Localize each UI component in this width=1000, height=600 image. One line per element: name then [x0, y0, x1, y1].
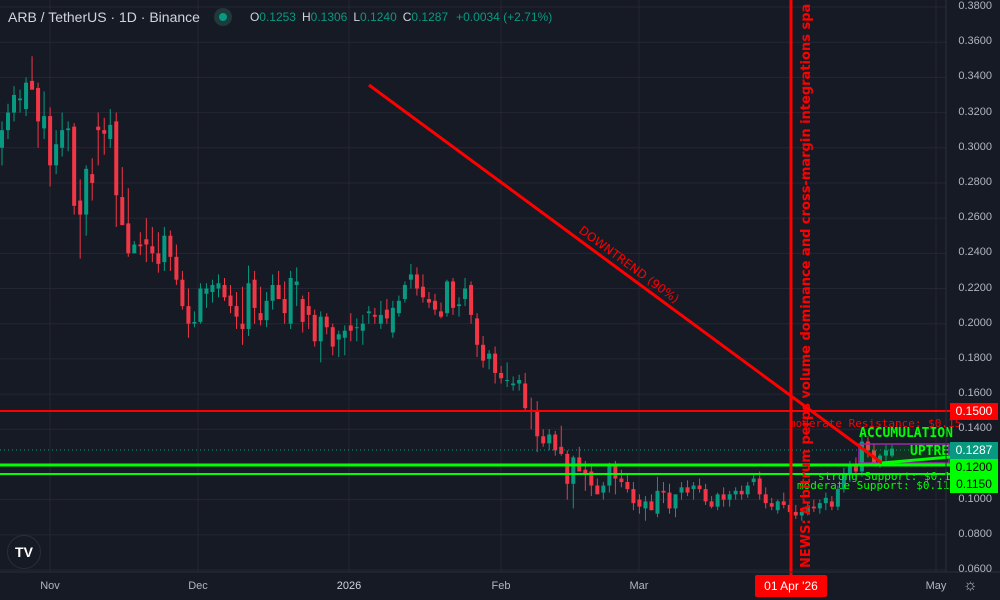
price-tick-label: 0.3200: [958, 105, 992, 118]
accumulation-label: ACCUMULATION: [859, 426, 953, 441]
price-tick-label: 0.0800: [958, 527, 992, 540]
strong-support-label: strong Support: $0.12: [818, 470, 957, 483]
price-tick-label: 0.3600: [958, 35, 992, 48]
x-label-nov: Nov: [40, 580, 60, 592]
price-tick-label: 0.3400: [958, 70, 992, 83]
price-tick-label: 0.2000: [958, 316, 992, 329]
x-label-feb: Feb: [491, 580, 511, 592]
price-tick-label: 0.2600: [958, 211, 992, 224]
symbol-title[interactable]: ARB / TetherUS · 1D · Binance: [8, 9, 200, 25]
crosshair-date-tag: 01 Apr '26: [755, 575, 827, 597]
price-tick-label: 0.2800: [958, 175, 992, 188]
downtrend-label: DOWNTREND (90%): [576, 223, 682, 306]
x-label-dec: Dec: [188, 580, 208, 592]
candlestick-series: [0, 56, 894, 521]
price-tick-label: 0.1400: [958, 422, 992, 435]
price-tick-label: 0.1000: [958, 492, 992, 505]
open-value: 0.1253: [259, 10, 296, 24]
price-tick-label: 0.3000: [958, 140, 992, 153]
tradingview-logo[interactable]: TV: [7, 535, 41, 569]
market-status-icon: [213, 8, 232, 26]
price-tick-label: 0.2400: [958, 246, 992, 259]
resistance-price-tag: 0.1500: [950, 403, 998, 420]
change-value: +0.0034 (+2.71%): [456, 10, 553, 24]
x-label-2026: 2026: [336, 580, 362, 592]
moderate-support-label: moderate Support: $0.115: [797, 479, 956, 492]
high-value: 0.1306: [310, 10, 348, 24]
x-label-mar: Mar: [629, 580, 649, 592]
news-label: NEWS: Arbitrum perps volume dominance an…: [799, 4, 814, 568]
settings-gear-icon[interactable]: ☼: [963, 577, 978, 594]
last-price-tag: 0.1287: [950, 442, 998, 459]
price-tick-label: 0.0600: [958, 563, 992, 575]
x-label-may: May: [925, 580, 947, 592]
resistance-label: moderate Resistance: $0.15: [789, 417, 961, 430]
open-label: O: [249, 10, 260, 24]
close-value: 0.1287: [411, 10, 449, 24]
high-label: H: [301, 10, 311, 24]
close-label: C: [402, 10, 412, 24]
low-label: L: [353, 10, 361, 24]
price-tick-label: 0.1600: [958, 387, 992, 400]
low-value: 0.1240: [360, 10, 397, 24]
price-tick-label: 0.1800: [958, 351, 992, 364]
price-tick-label: 0.3800: [958, 0, 992, 12]
price-tick-label: 0.2200: [958, 281, 992, 294]
downtrend-line[interactable]: [368, 83, 883, 465]
uptrend-line[interactable]: [881, 455, 951, 465]
moderate-support-price-tag: 0.1150: [950, 476, 998, 493]
strong-support-price-tag: 0.1200: [950, 459, 998, 476]
